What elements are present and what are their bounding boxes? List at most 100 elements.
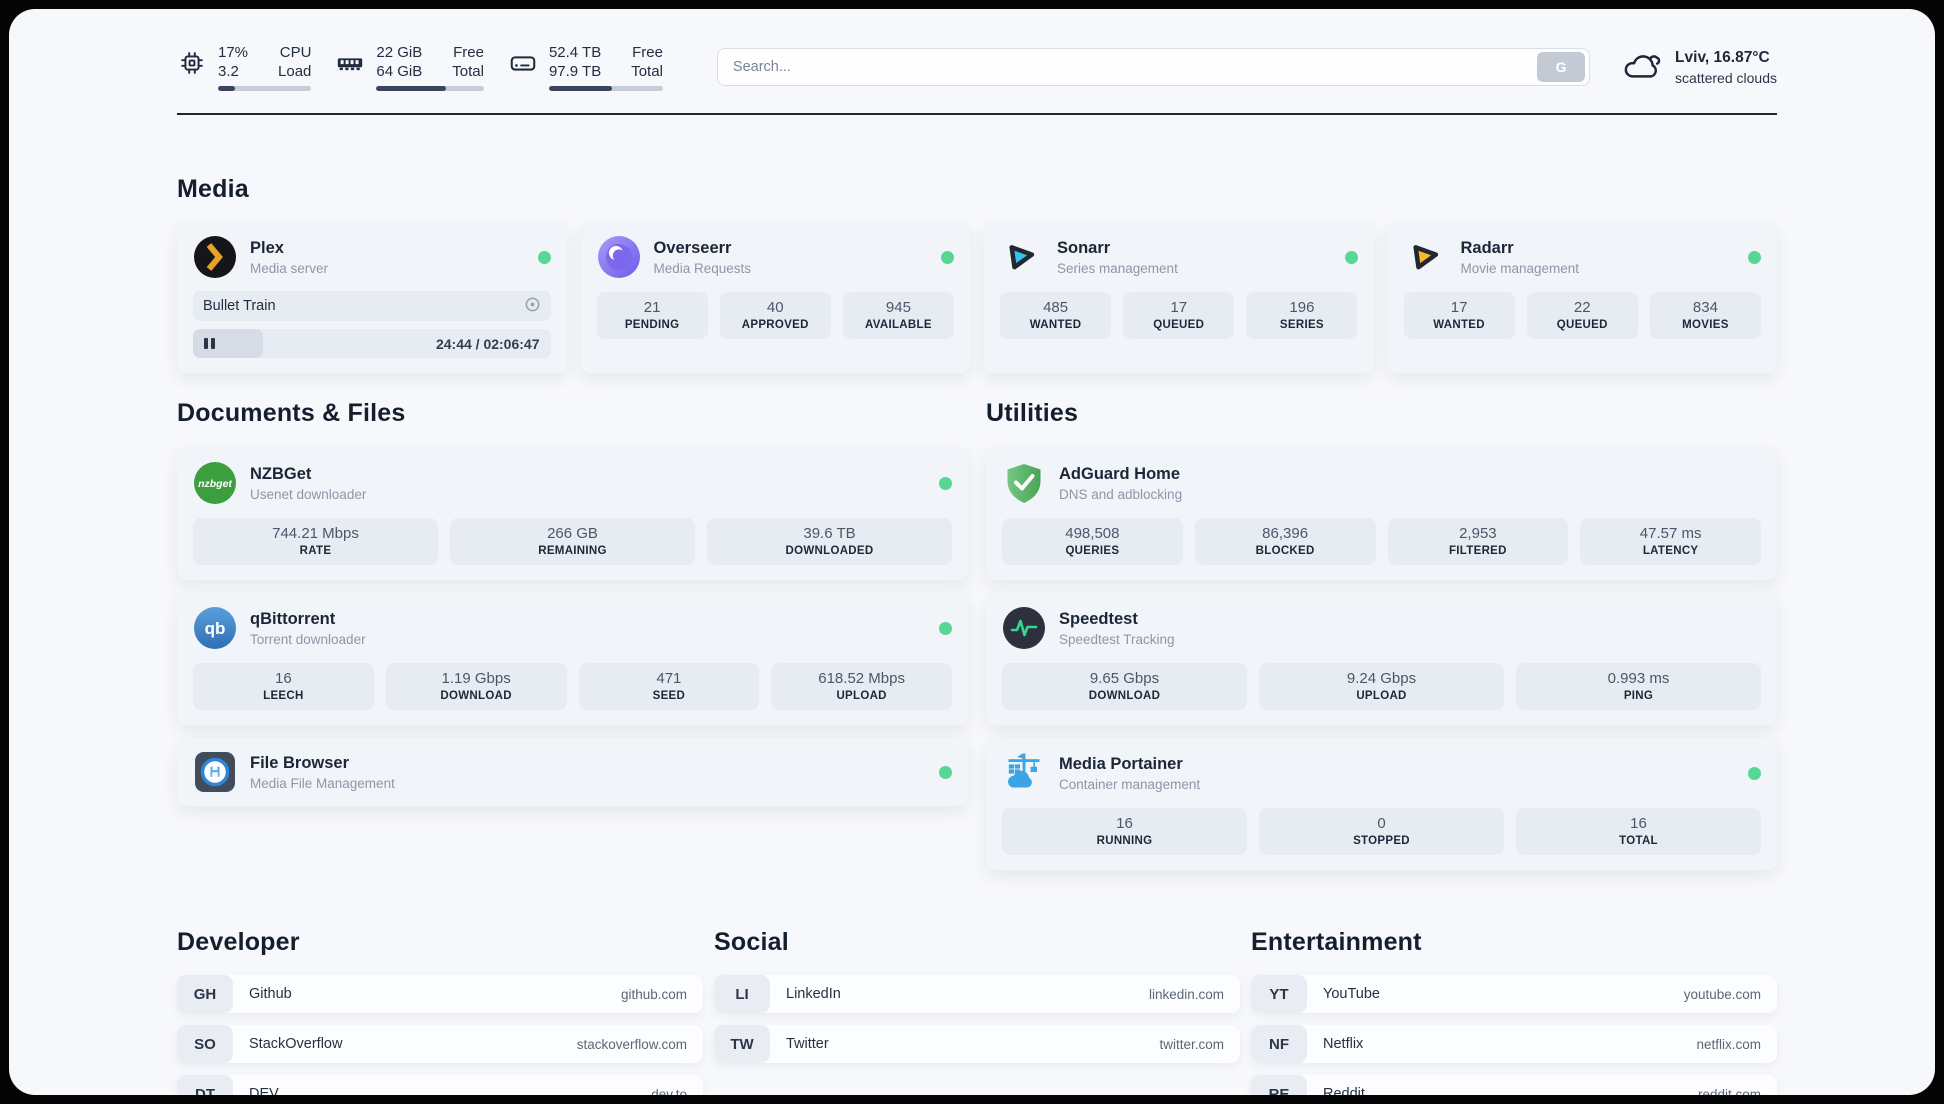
stat-movies: 834 MOVIES xyxy=(1649,292,1761,339)
disk-total-label: Total xyxy=(631,63,663,80)
bookmark-stackoverflow[interactable]: SO StackOverflow stackoverflow.com xyxy=(177,1025,703,1063)
bookmark-name: Twitter xyxy=(786,1036,829,1052)
app-card-filebrowser[interactable]: File Browser Media File Management xyxy=(177,738,968,806)
bookmark-url: stackoverflow.com xyxy=(576,1036,687,1052)
overseerr-icon xyxy=(597,235,641,279)
bookmark-name: YouTube xyxy=(1323,986,1380,1002)
stat-queued: 17 QUEUED xyxy=(1123,292,1235,339)
cpu-icon xyxy=(177,48,207,83)
status-dot xyxy=(939,476,952,490)
cpu-progress-fill xyxy=(218,86,235,91)
cpu-stat: 17% 3.2 CPU Load xyxy=(177,43,312,91)
filebrowser-icon xyxy=(193,750,237,794)
media-grid: Plex Media server Bullet Train 24:4 xyxy=(177,222,1777,373)
app-card-nzbget[interactable]: nzbget NZBGet Usenet downloader 744.21 M… xyxy=(177,448,968,580)
disk-icon xyxy=(508,48,538,83)
bookmark-name: DEV xyxy=(249,1086,279,1095)
app-name: AdGuard Home xyxy=(1059,464,1181,483)
stat-queued: 22 QUEUED xyxy=(1526,292,1638,339)
status-dot xyxy=(1748,766,1761,780)
nzbget-icon: nzbget xyxy=(193,461,237,505)
now-playing-title: Bullet Train xyxy=(203,298,276,314)
weather-widget[interactable]: Lviv, 16.87°C scattered clouds xyxy=(1620,47,1777,88)
stat-queries: 498,508 QUERIES xyxy=(1002,518,1183,565)
now-playing-bar: Bullet Train xyxy=(193,291,551,321)
app-card-overseerr[interactable]: Overseerr Media Requests 21 PENDING 40 A… xyxy=(580,222,970,373)
cpu-load-value: 3.2 xyxy=(218,63,239,80)
app-card-adguard[interactable]: AdGuard Home DNS and adblocking 498,508 … xyxy=(986,448,1777,580)
session-icon[interactable] xyxy=(524,296,541,317)
adguard-icon xyxy=(1002,461,1046,505)
dashboard-page: 17% 3.2 CPU Load xyxy=(9,9,1935,1095)
section-title-social: Social xyxy=(714,928,789,956)
bookmark-url: netflix.com xyxy=(1696,1036,1761,1052)
bookmark-abbr: TW xyxy=(714,1025,770,1063)
ram-free-label: Free xyxy=(453,44,484,61)
search-engine-button[interactable]: G xyxy=(1537,52,1586,82)
app-card-sonarr[interactable]: Sonarr Series management 485 WANTED 17 Q… xyxy=(984,222,1374,373)
app-card-portainer[interactable]: Media Portainer Container management 16 … xyxy=(986,738,1777,870)
app-name: Media Portainer xyxy=(1059,754,1183,773)
bookmark-twitter[interactable]: TW Twitter twitter.com xyxy=(714,1025,1240,1063)
ram-progress-fill xyxy=(376,86,447,91)
stat-seed: 471 SEED xyxy=(578,663,760,710)
svg-text:nzbget: nzbget xyxy=(198,478,232,490)
stat-wanted: 485 WANTED xyxy=(1000,292,1112,339)
section-title-entertainment: Entertainment xyxy=(1251,928,1422,956)
bookmark-abbr: LI xyxy=(714,975,770,1013)
bookmark-abbr: RE xyxy=(1251,1075,1307,1095)
bookmark-url: youtube.com xyxy=(1683,986,1761,1002)
status-dot xyxy=(1748,250,1761,264)
bookmark-linkedin[interactable]: LI LinkedIn linkedin.com xyxy=(714,975,1240,1013)
documents-column: Documents & Files nzbget NZBGet U xyxy=(177,399,968,870)
app-name: Radarr xyxy=(1460,238,1514,257)
stat-upload: 618.52 Mbps UPLOAD xyxy=(771,663,952,710)
disk-progress-track xyxy=(548,86,663,91)
stat-ping: 0.993 ms PING xyxy=(1516,663,1761,710)
stat-series: 196 SERIES xyxy=(1246,292,1358,339)
svg-text:qb: qb xyxy=(205,619,226,638)
section-title-documents: Documents & Files xyxy=(177,399,406,427)
stat-stopped: 0 STOPPED xyxy=(1259,808,1504,855)
app-description: Media File Management xyxy=(250,775,395,791)
stat-leech: 16 LEECH xyxy=(193,663,374,710)
section-title-developer: Developer xyxy=(177,928,300,956)
section-title-utilities: Utilities xyxy=(986,399,1079,427)
ram-stat: 22 GiB 64 GiB Free Total xyxy=(335,43,484,91)
search-input[interactable] xyxy=(717,59,1538,75)
app-card-speedtest[interactable]: Speedtest Speedtest Tracking 9.65 Gbps D… xyxy=(986,593,1777,725)
app-card-qbittorrent[interactable]: qb qBittorrent Torrent downloader 16 LEE… xyxy=(177,593,968,725)
status-dot xyxy=(941,250,954,264)
bookmarks-developer: Developer GH Github github.com SO StackO… xyxy=(177,928,703,1095)
bookmark-abbr: YT xyxy=(1251,975,1307,1013)
pause-icon[interactable] xyxy=(204,338,215,349)
bookmark-url: linkedin.com xyxy=(1148,986,1224,1002)
stat-wanted: 17 WANTED xyxy=(1403,292,1515,339)
app-description: Media server xyxy=(250,260,329,276)
app-card-radarr[interactable]: Radarr Movie management 17 WANTED 22 QUE… xyxy=(1387,222,1777,373)
app-description: Media Requests xyxy=(653,260,752,276)
bookmark-abbr: NF xyxy=(1251,1025,1307,1063)
bookmark-abbr: DT xyxy=(177,1075,233,1095)
disk-free-value: 52.4 TB xyxy=(548,44,602,61)
sonarr-icon xyxy=(1000,235,1044,279)
app-description: Series management xyxy=(1057,260,1178,276)
app-name: File Browser xyxy=(250,753,350,772)
status-dot xyxy=(939,765,952,779)
bookmark-github[interactable]: GH Github github.com xyxy=(177,975,703,1013)
bookmark-netflix[interactable]: NF Netflix netflix.com xyxy=(1251,1025,1777,1063)
app-name: qBittorrent xyxy=(250,609,336,628)
bookmark-youtube[interactable]: YT YouTube youtube.com xyxy=(1251,975,1777,1013)
disk-total-value: 97.9 TB xyxy=(548,63,602,80)
bookmarks-social: Social LI LinkedIn linkedin.com TW Twitt… xyxy=(714,928,1240,1063)
bookmark-reddit[interactable]: RE Reddit reddit.com xyxy=(1251,1075,1777,1095)
playback-time: 24:44 / 02:06:47 xyxy=(435,335,540,352)
status-dot xyxy=(1344,250,1358,264)
bookmark-dev[interactable]: DT DEV dev.to xyxy=(177,1075,703,1095)
status-dot xyxy=(939,621,952,635)
app-card-plex[interactable]: Plex Media server Bullet Train 24:4 xyxy=(177,222,567,373)
weather-condition: scattered clouds xyxy=(1675,69,1777,86)
bookmark-name: Github xyxy=(249,986,292,1002)
stat-blocked: 86,396 BLOCKED xyxy=(1194,518,1376,565)
bookmark-abbr: GH xyxy=(177,975,233,1013)
